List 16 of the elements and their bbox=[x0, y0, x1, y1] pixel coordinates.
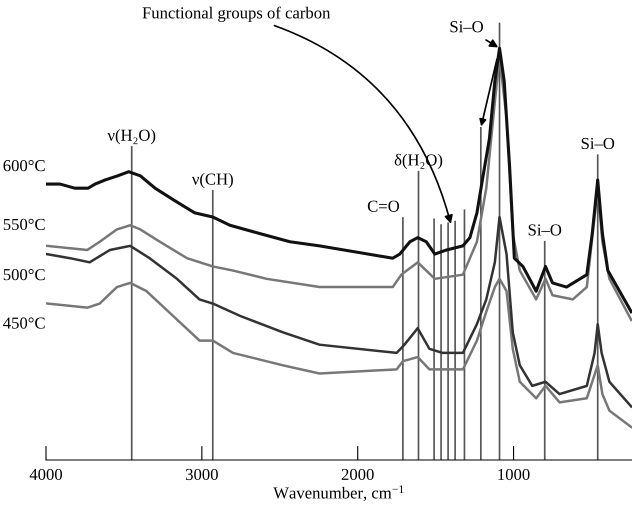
ref-line-label: Si–O bbox=[582, 138, 614, 150]
x-tick-label: 1000 bbox=[498, 468, 530, 480]
x-tick-label: 3000 bbox=[186, 468, 218, 480]
annotation: Si–O bbox=[450, 21, 483, 32]
x-tick-label: 2000 bbox=[342, 468, 374, 480]
x-tick-label: 4000 bbox=[30, 468, 62, 480]
ref-line-label: Si–O bbox=[528, 224, 562, 236]
series-label: 550°C bbox=[4, 218, 45, 230]
x-axis-title: Wavenumber, cm$^{−1}$ bbox=[273, 485, 404, 501]
series-label: 450°C bbox=[3, 317, 45, 329]
series-label: 600°C bbox=[3, 160, 45, 172]
ref-line-label: C=O bbox=[368, 200, 400, 212]
ref-line-label: ν(H₂O) bbox=[108, 129, 156, 144]
series-label: 500°C bbox=[4, 269, 45, 280]
ref-line-label: ν(CH) bbox=[192, 172, 233, 188]
annotation: Functional groups of carbon bbox=[142, 6, 330, 22]
